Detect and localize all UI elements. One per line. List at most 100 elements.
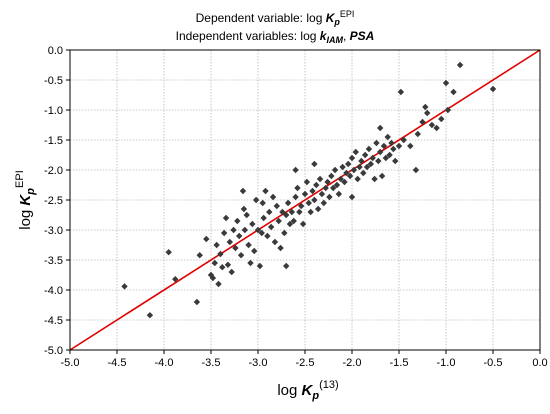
- data-point: [330, 184, 337, 192]
- data-point: [354, 175, 361, 183]
- reference-line-group: [69, 49, 541, 351]
- data-point: [286, 220, 294, 228]
- x-tick-label: -1.5: [390, 357, 409, 369]
- data-point: [316, 175, 324, 183]
- data-point: [438, 115, 445, 123]
- data-point: [283, 211, 290, 219]
- x-axis-ticks: -5.0 -4.5 -4.0 -3.5 -3.0 -2.5 -2.0 -1.5 -1.0 -0.5…: [61, 350, 548, 369]
- data-point: [324, 178, 331, 186]
- data-point: [343, 169, 350, 177]
- data-point: [284, 199, 292, 207]
- data-point: [352, 148, 359, 156]
- data-point: [281, 229, 288, 237]
- data-point: [386, 151, 393, 159]
- data-point: [400, 136, 407, 144]
- x-tick-label: -1.0: [437, 357, 456, 369]
- data-point: [247, 259, 254, 267]
- data-point: [230, 226, 237, 234]
- x-axis-label: log Kp(13): [277, 379, 338, 402]
- data-point: [380, 142, 388, 150]
- data-point: [290, 217, 297, 225]
- data-point: [414, 130, 421, 138]
- data-point: [283, 262, 290, 270]
- y-tick-label: -4.5: [44, 315, 63, 327]
- data-point: [314, 205, 322, 213]
- data-point: [237, 252, 245, 259]
- data-point: [307, 208, 314, 216]
- y-tick-label: -3.0: [44, 225, 63, 237]
- data-point: [373, 139, 380, 147]
- data-point: [360, 169, 367, 177]
- data-point: [298, 202, 305, 210]
- data-point: [220, 229, 228, 237]
- data-point: [203, 235, 210, 243]
- x-tick-label: -2.0: [343, 357, 362, 369]
- x-tick-label: -5.0: [61, 357, 80, 369]
- data-point: [377, 124, 384, 132]
- chart-title-line-1: Dependent variable: log KpEPI: [196, 9, 355, 27]
- data-point: [341, 178, 348, 186]
- y-tick-label: -0.5: [44, 75, 63, 87]
- data-point: [335, 190, 343, 198]
- chart-title-line-2: Independent variables: log kIAM, PSA: [176, 29, 375, 45]
- data-point: [367, 160, 374, 168]
- data-point: [165, 249, 172, 256]
- data-point: [215, 280, 222, 288]
- data-point: [322, 184, 329, 192]
- data-point: [271, 238, 279, 246]
- data-point: [326, 193, 333, 201]
- data-point: [252, 196, 260, 204]
- identity-line: [69, 49, 541, 351]
- data-point: [121, 283, 128, 290]
- data-point: [241, 226, 249, 234]
- x-tick-label: -3.5: [202, 357, 221, 369]
- y-tick-label: -2.0: [44, 165, 63, 177]
- data-point: [258, 229, 265, 237]
- data-point: [331, 166, 339, 174]
- data-point: [279, 208, 286, 216]
- data-point: [301, 190, 309, 198]
- data-point: [318, 190, 326, 198]
- data-point: [267, 223, 275, 231]
- data-point: [433, 124, 440, 132]
- data-point: [209, 274, 217, 282]
- data-point: [356, 163, 363, 171]
- data-point: [277, 244, 284, 252]
- data-point: [320, 199, 327, 207]
- data-point: [292, 193, 299, 201]
- y-tick-label: 0.0: [48, 45, 63, 57]
- data-points: [121, 61, 497, 319]
- data-point: [222, 214, 230, 222]
- data-point: [226, 238, 233, 246]
- data-point: [361, 151, 369, 159]
- x-tick-label: -4.0: [155, 357, 174, 369]
- data-point: [377, 148, 384, 156]
- data-point: [378, 172, 386, 180]
- data-point: [146, 312, 154, 319]
- data-point: [224, 261, 232, 268]
- data-point: [232, 244, 239, 252]
- data-point: [207, 271, 215, 279]
- data-point: [450, 88, 457, 96]
- data-point: [313, 181, 320, 189]
- data-point: [333, 181, 341, 189]
- data-point: [193, 298, 201, 306]
- data-point: [337, 175, 344, 183]
- data-point: [419, 118, 426, 126]
- data-point: [294, 184, 301, 192]
- data-point: [395, 142, 403, 150]
- x-tick-label: 0.0: [532, 357, 547, 369]
- x-tick-label: -0.5: [484, 357, 503, 369]
- data-point: [236, 232, 243, 240]
- data-point: [348, 193, 356, 201]
- data-point: [345, 160, 352, 168]
- data-point: [305, 199, 312, 207]
- data-point: [275, 217, 282, 225]
- data-point: [339, 163, 346, 171]
- data-point: [422, 103, 429, 111]
- data-point: [245, 241, 252, 249]
- data-point: [256, 262, 264, 270]
- data-point: [259, 199, 266, 207]
- y-tick-label: -1.5: [44, 135, 63, 147]
